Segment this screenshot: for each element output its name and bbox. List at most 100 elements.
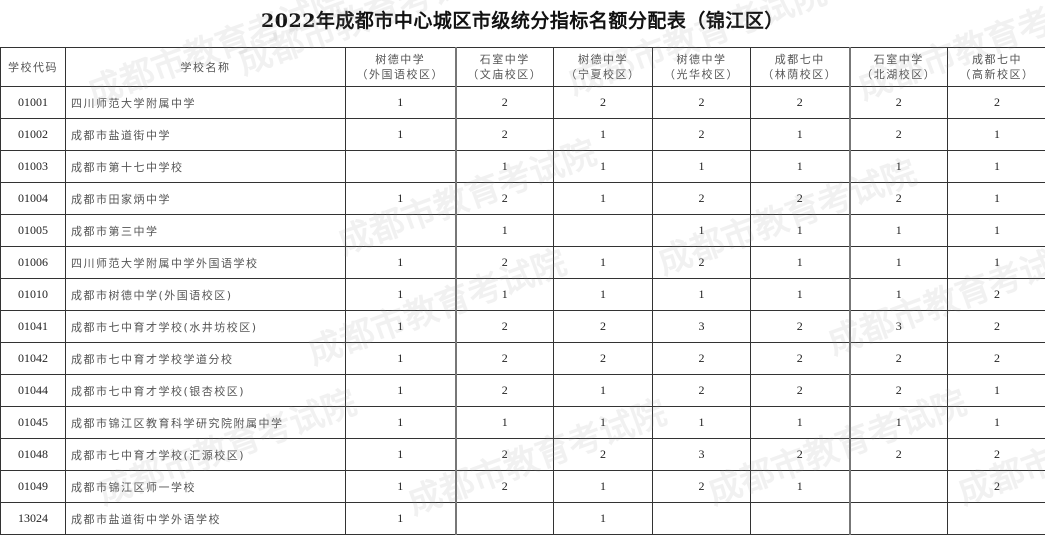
table-row: 01042 成都市七中育才学校学道分校 1 2 2 2 2 2 2 — [0, 342, 1045, 375]
quota-cell: 3 — [848, 310, 948, 343]
school-name: 四川师范大学附属中学外国语学校 — [65, 246, 346, 279]
quota-cell: 1 — [553, 470, 653, 503]
quota-cell: 2 — [652, 246, 751, 279]
quota-cell: 1 — [652, 150, 751, 183]
quota-cell: 1 — [947, 150, 1045, 183]
campus-name: （外国语校区） — [356, 68, 444, 81]
quota-cell: 1 — [652, 214, 751, 247]
school-name: 成都七中 — [774, 53, 825, 66]
quota-cell: 2 — [454, 470, 554, 503]
school-code: 01049 — [0, 470, 66, 503]
quota-cell: 2 — [652, 86, 751, 119]
quota-cell: 1 — [652, 278, 751, 311]
quota-cell: 1 — [848, 278, 948, 311]
quota-cell: 3 — [652, 438, 751, 471]
quota-cell: 2 — [454, 118, 554, 151]
header-target-school: 成都七中 （高新校区） — [947, 47, 1045, 87]
table-row: 01006 四川师范大学附属中学外国语学校 1 2 1 2 1 1 1 — [0, 246, 1045, 279]
quota-cell: 1 — [750, 278, 850, 311]
quota-cell: 2 — [652, 374, 751, 407]
quota-cell: 2 — [750, 342, 850, 375]
school-name: 石室中学 — [479, 53, 530, 66]
quota-cell: 2 — [553, 438, 653, 471]
quota-cell: 1 — [345, 438, 456, 471]
quota-cell: 2 — [652, 470, 751, 503]
quota-cell: 1 — [848, 246, 948, 279]
quota-cell: 2 — [848, 182, 948, 215]
school-name: 成都市锦江区教育科学研究院附属中学 — [65, 406, 346, 439]
school-code: 01004 — [0, 182, 66, 215]
table-row: 01002 成都市盐道街中学 1 2 1 2 1 2 1 — [0, 118, 1045, 151]
school-code: 13024 — [0, 502, 66, 535]
table-row: 01044 成都市七中育才学校(银杏校区) 1 2 1 2 2 2 1 — [0, 374, 1045, 407]
quota-cell: 1 — [947, 118, 1045, 151]
quota-cell — [553, 214, 653, 247]
school-name: 成都七中 — [972, 53, 1022, 66]
quota-cell: 1 — [553, 406, 653, 439]
school-name: 成都市田家炳中学 — [65, 182, 346, 215]
quota-cell: 2 — [947, 470, 1045, 503]
page-title: 2022年成都市中心城区市级统分指标名额分配表（锦江区） — [261, 10, 784, 32]
quota-cell: 1 — [345, 278, 456, 311]
school-name: 四川师范大学附属中学 — [65, 86, 346, 119]
quota-cell: 1 — [750, 214, 850, 247]
school-name: 成都市七中育才学校(银杏校区) — [65, 374, 346, 407]
campus-name: （北湖校区） — [861, 68, 937, 81]
quota-cell: 1 — [947, 246, 1045, 279]
quota-cell: 1 — [345, 118, 456, 151]
quota-cell: 1 — [848, 150, 948, 183]
quota-cell: 2 — [947, 278, 1045, 311]
quota-cell: 1 — [750, 246, 850, 279]
quota-cell: 2 — [454, 310, 554, 343]
quota-cell: 2 — [750, 310, 850, 343]
quota-cell: 1 — [345, 470, 456, 503]
quota-cell: 1 — [652, 406, 751, 439]
quota-cell: 1 — [345, 182, 456, 215]
quota-cell: 2 — [553, 310, 653, 343]
school-code: 01042 — [0, 342, 66, 375]
quota-cell: 1 — [553, 278, 653, 311]
quota-cell — [750, 502, 850, 535]
quota-cell: 2 — [947, 310, 1045, 343]
header-row: 学校代码 学校名称 树德中学 （外国语校区） 石室中学 （文庙校区） 树德中学 （宁夏校区… — [0, 47, 1045, 87]
school-name: 成都市盐道街中学 — [65, 118, 346, 151]
quota-cell: 2 — [553, 342, 653, 375]
school-code: 01048 — [0, 438, 66, 471]
campus-name: （文庙校区） — [467, 68, 543, 81]
quota-cell: 1 — [345, 246, 456, 279]
school-name: 树德中学 — [676, 53, 727, 66]
quota-cell: 1 — [750, 470, 850, 503]
table-row: 01005 成都市第三中学 1 1 1 1 1 — [0, 214, 1045, 247]
campus-name: （光华校区） — [664, 68, 739, 81]
campus-name: （高新校区） — [959, 68, 1035, 81]
quota-cell: 1 — [553, 118, 653, 151]
quota-cell: 1 — [947, 406, 1045, 439]
header-target-school: 树德中学 （光华校区） — [652, 47, 751, 87]
quota-cell: 1 — [553, 502, 653, 535]
quota-cell — [848, 470, 948, 503]
quota-cell: 2 — [454, 246, 554, 279]
quota-cell: 2 — [454, 182, 554, 215]
quota-cell: 1 — [750, 150, 850, 183]
header-target-school: 成都七中 （林荫校区） — [750, 47, 850, 87]
quota-cell — [848, 502, 948, 535]
quota-cell: 2 — [848, 342, 948, 375]
quota-cell: 3 — [652, 310, 751, 343]
quota-cell: 1 — [947, 214, 1045, 247]
school-name: 树德中学 — [375, 53, 426, 66]
school-name: 成都市第十七中学校 — [65, 150, 346, 183]
table-row: 01001 四川师范大学附属中学 1 2 2 2 2 2 2 — [0, 86, 1045, 119]
header-target-school: 树德中学 （外国语校区） — [345, 47, 456, 87]
school-code: 01006 — [0, 246, 66, 279]
quota-cell: 2 — [750, 86, 850, 119]
quota-cell: 1 — [345, 86, 456, 119]
quota-cell: 1 — [553, 150, 653, 183]
campus-name: （林荫校区） — [762, 68, 838, 81]
quota-cell: 2 — [750, 438, 850, 471]
quota-cell: 1 — [750, 406, 850, 439]
school-code: 01002 — [0, 118, 66, 151]
school-name: 成都市七中育才学校(水井坊校区) — [65, 310, 346, 343]
quota-cell: 1 — [947, 374, 1045, 407]
quota-cell: 1 — [454, 214, 554, 247]
quota-cell: 1 — [454, 150, 554, 183]
